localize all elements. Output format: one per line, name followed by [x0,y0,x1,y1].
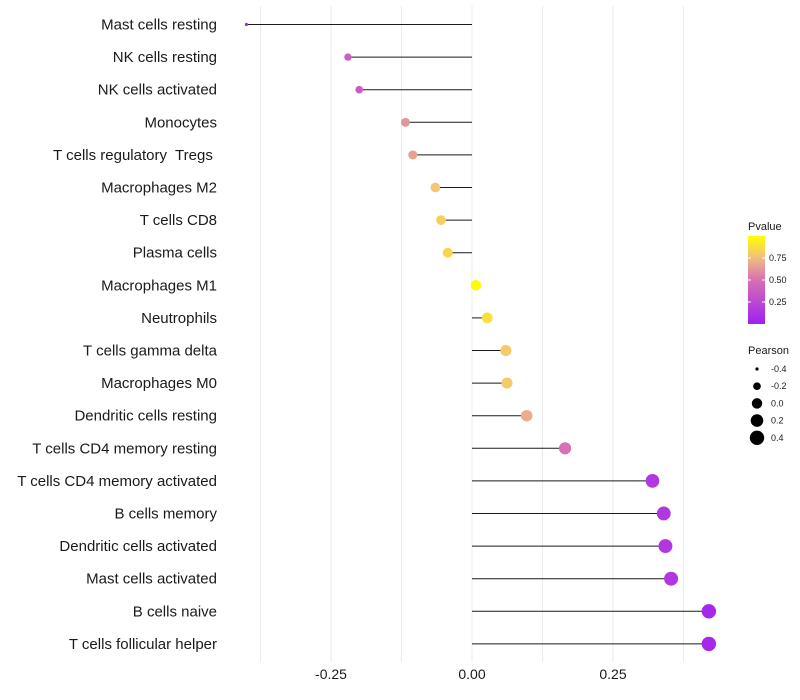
category-label: B cells memory [114,506,217,523]
lollipop-point [658,539,673,554]
pearson-legend: Pearson -0.4 -0.2 0.0 0.2 0.4 [748,345,789,445]
pvalue-legend-breaks: 0.75 0.50 0.25 [748,253,787,307]
lollipop-point [558,442,572,455]
lollipop-point [481,312,493,324]
category-label: Mast cells resting [101,17,217,34]
category-label: Dendritic cells resting [74,408,217,425]
pearson-legend-label: 0.4 [771,433,784,443]
grid-lines [260,6,684,662]
pearson-legend-key [750,414,764,427]
category-labels: Mast cells resting NK cells resting NK cel… [17,17,217,653]
lollipop-point [470,280,482,291]
lollipop-point [520,409,533,422]
x-tick-label: 0.00 [458,666,485,682]
category-label: Neutrophils [141,310,217,327]
lollipop-point [436,215,446,225]
x-tick-label: 0.25 [599,666,626,682]
lollipop-point [442,247,453,258]
lollipop-point [400,117,410,127]
category-label: T cells gamma delta [83,343,218,360]
lollipop-point [355,85,364,94]
category-label: B cells naive [133,603,217,620]
lollipop-point [408,150,418,160]
category-label: Mast cells activated [86,571,217,588]
pearson-legend-label: -0.2 [771,381,787,391]
pearson-legend-label: -0.4 [771,364,787,374]
lollipop-point [645,474,660,488]
lollipop-point [430,182,441,193]
category-label: NK cells activated [98,82,217,99]
lollipop-point [501,377,513,389]
lollipop-point [344,53,352,61]
lollipop-points [244,22,717,652]
pearson-legend-label: 0.0 [771,398,784,408]
lollipop-point [701,604,717,619]
pvalue-legend: Pvalue 0.75 0.50 0.25 [748,221,787,324]
x-tick-label: -0.25 [315,666,347,682]
pvalue-legend-label: 0.75 [769,253,787,263]
category-label: T cells regulatory Tregs [53,147,217,164]
category-label: NK cells resting [113,49,217,66]
category-label: T cells CD4 memory resting [32,440,217,457]
category-label: T cells CD4 memory activated [17,473,217,490]
pvalue-legend-title: Pvalue [748,221,782,233]
pvalue-legend-label: 0.50 [769,275,787,285]
category-label: T cells follicular helper [69,636,217,653]
pearson-legend-breaks: -0.4 -0.2 0.0 0.2 0.4 [749,364,787,445]
category-label: T cells CD8 [140,212,217,229]
x-axis-tick-labels: -0.25 0.00 0.25 [315,666,627,682]
lollipop-stems [246,24,709,645]
category-label: Plasma cells [133,245,217,262]
category-label: Macrophages M1 [101,277,217,294]
lollipop-point [244,22,248,27]
lollipop-point [701,636,717,652]
pearson-legend-key [751,398,763,409]
category-label: Monocytes [144,114,217,131]
pearson-legend-key [755,367,759,371]
pearson-legend-label: 0.2 [771,416,784,426]
lollipop-point [664,571,679,586]
category-label: Dendritic cells activated [59,538,217,555]
pearson-legend-key [749,430,765,445]
pearson-legend-key [753,382,761,391]
pvalue-colorbar [748,236,765,324]
pvalue-legend-label: 0.25 [769,297,787,307]
pearson-legend-title: Pearson [748,345,789,357]
category-label: Macrophages M2 [101,180,217,197]
lollipop-point [500,344,512,357]
lollipop-point [656,506,671,521]
category-label: Macrophages M0 [101,375,217,392]
